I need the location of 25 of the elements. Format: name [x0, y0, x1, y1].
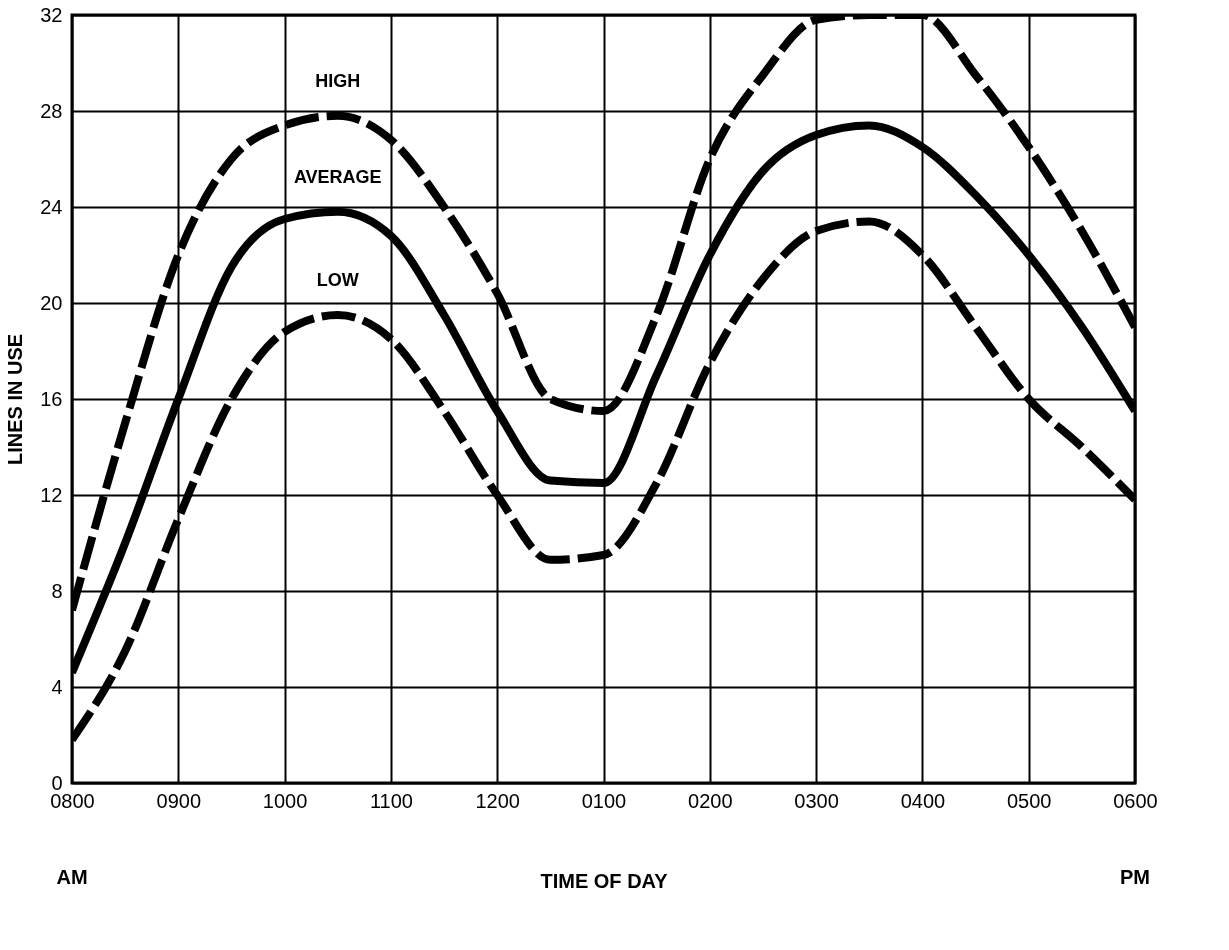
x-tick-label: 0100 [581, 789, 627, 812]
x-tick-label: 0200 [688, 789, 733, 812]
x-tick-label: 0400 [900, 789, 946, 812]
y-axis-title: LINES IN USE [4, 333, 27, 466]
x-tick-label: 0300 [794, 789, 839, 812]
y-tick-label: 12 [40, 483, 63, 506]
x-tick-label: 0600 [1113, 789, 1158, 812]
text: PM [1120, 866, 1150, 888]
y-tick-label: 8 [51, 579, 63, 602]
series-label: AVERAGE [293, 167, 382, 188]
y-tick-label: 32 [40, 3, 63, 26]
text: AM [56, 866, 88, 888]
series-label: HIGH [315, 71, 361, 92]
y-tick-label: 4 [51, 675, 63, 698]
x-tick-label: 1000 [262, 789, 308, 812]
series-label: LOW [316, 270, 359, 291]
x-tick-label: 1200 [475, 789, 520, 812]
y-tick-label: 28 [40, 99, 63, 122]
x-axis-title: TIME OF DAY [540, 869, 669, 892]
x-tick-label: 0500 [1006, 789, 1052, 812]
x-tick-label: 0900 [156, 789, 202, 812]
x-tick-label: 1100 [369, 789, 413, 812]
y-tick-label: 16 [40, 387, 63, 410]
y-tick-label: 24 [40, 195, 63, 218]
y-tick-label: 20 [40, 291, 63, 314]
